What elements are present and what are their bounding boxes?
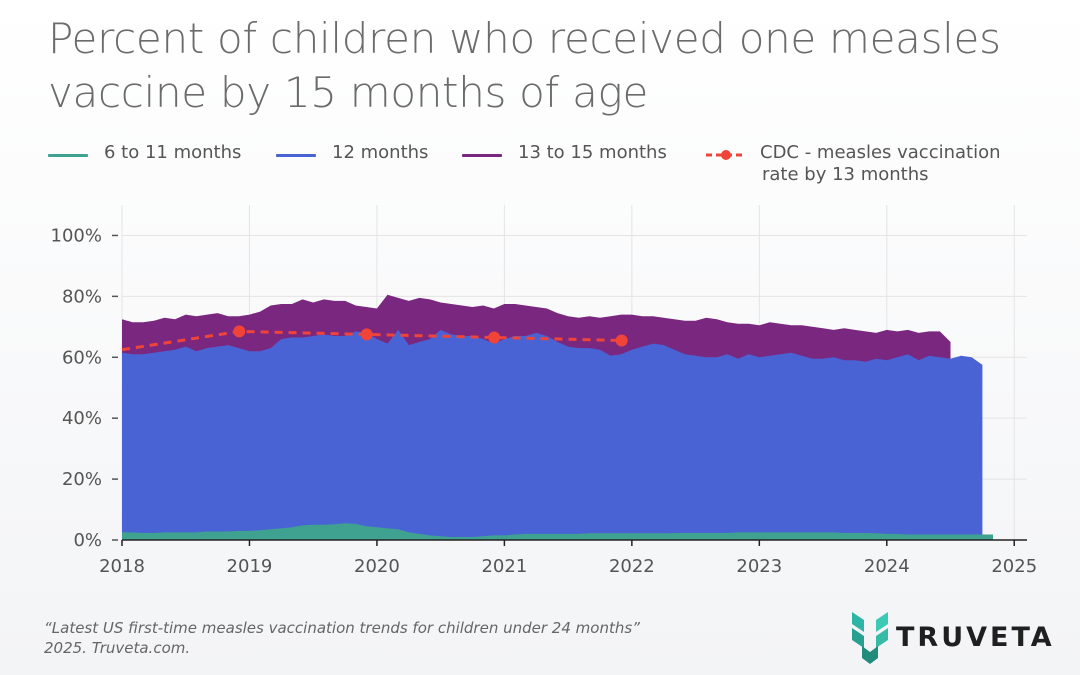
footnote: “Latest US first-time measles vaccinatio… — [44, 618, 640, 658]
y-tick-label: 40% — [62, 408, 102, 429]
y-tick-label: 0% — [73, 530, 102, 551]
y-tick-label: 100% — [51, 225, 102, 246]
legend-item-cdc-rate: CDC - measles vaccination rate by 13 mon… — [704, 142, 1001, 186]
legend-item-6-to-11-months: 6 to 11 months — [48, 142, 241, 164]
legend-item-13-to-15-months: 13 to 15 months — [462, 142, 667, 164]
legend-swatch-13-to-15-months — [462, 154, 502, 157]
truveta-logo[interactable]: TRUVETA — [850, 610, 1052, 664]
legend-label-6-to-11-months: 6 to 11 months — [104, 142, 242, 163]
chart-title-line-1: Percent of children who received one mea… — [48, 14, 1001, 63]
area-12-months — [122, 329, 983, 540]
legend-label-cdc-rate: CDC - measles vaccination rate by 13 mon… — [760, 142, 1001, 186]
x-tick-label: 2023 — [736, 556, 782, 577]
y-tick-label: 20% — [62, 469, 102, 490]
legend-swatch-6-to-11-months — [48, 154, 88, 157]
legend-label-13-to-15-months: 13 to 15 months — [518, 142, 667, 163]
truveta-logo-text: TRUVETA — [896, 622, 1055, 653]
cdc-rate-point — [233, 325, 246, 338]
cdc-rate-point — [488, 331, 501, 344]
x-tick-label: 2018 — [99, 556, 145, 577]
area-6-to-11-months — [122, 523, 993, 540]
footnote-line-2: 2025. Truveta.com. — [44, 639, 191, 657]
x-tick-label: 2021 — [481, 556, 527, 577]
cdc-rate-point — [615, 334, 628, 347]
chart-title: Percent of children who received one mea… — [48, 12, 1048, 120]
chart-title-line-2: vaccine by 15 months of age — [48, 68, 648, 117]
cdc-rate-point — [360, 328, 373, 341]
chart-plot: 2018 2019 2020 2021 2022 2023 2024 2025 0% 20% 40%… — [51, 205, 1037, 577]
legend-swatch-cdc-rate — [706, 150, 746, 160]
x-tick-label: 2025 — [991, 556, 1037, 577]
legend-label-cdc-rate-line-2: rate by 13 months — [762, 164, 929, 185]
legend-label-12-months: 12 months — [332, 142, 429, 163]
legend-item-12-months: 12 months — [276, 142, 428, 164]
footnote-line-1: “Latest US first-time measles vaccinatio… — [44, 619, 640, 637]
x-tick-label: 2020 — [354, 556, 400, 577]
truveta-logo-icon — [852, 612, 888, 664]
legend: 6 to 11 months 12 months 13 to 15 months… — [48, 142, 1048, 192]
legend-label-cdc-rate-line-1: CDC - measles vaccination — [760, 142, 1001, 163]
x-tick-label: 2019 — [227, 556, 273, 577]
y-tick-label: 60% — [62, 347, 102, 368]
legend-swatch-12-months — [276, 154, 316, 157]
x-tick-label: 2024 — [864, 556, 910, 577]
x-tick-label: 2022 — [609, 556, 655, 577]
y-tick-label: 80% — [62, 286, 102, 307]
